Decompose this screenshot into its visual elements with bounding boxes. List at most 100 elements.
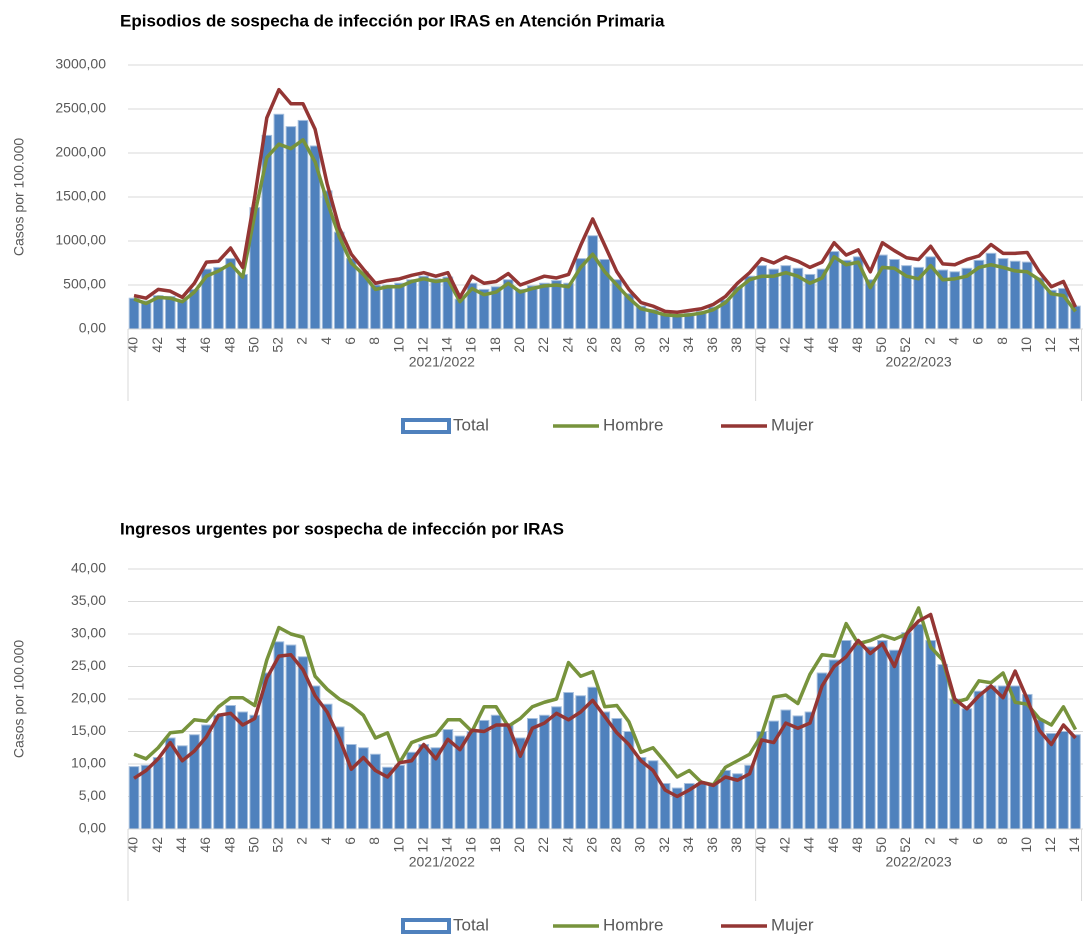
x-tick-label: 12 (1042, 337, 1058, 353)
bar (985, 685, 997, 830)
x-tick-label: 10 (390, 337, 406, 353)
x-tick-label: 4 (945, 837, 961, 845)
x-tick-label: 46 (197, 837, 213, 853)
x-tick-label: 12 (414, 337, 430, 353)
y-tick-label: 5,00 (79, 787, 106, 803)
chart-panel: Ingresos urgentes por sospecha de infecc… (11, 519, 1083, 934)
x-tick-label: 40 (125, 837, 141, 853)
y-tick-label: 10,00 (71, 755, 106, 771)
bar (889, 649, 900, 830)
bar (345, 258, 357, 330)
x-tick-label: 28 (608, 337, 624, 353)
x-tick-label: 48 (849, 837, 865, 853)
bar (563, 282, 574, 330)
y-tick-label: 0,00 (79, 820, 106, 836)
chart-title: Ingresos urgentes por sospecha de infecc… (120, 519, 564, 538)
bar (418, 744, 430, 830)
legend-label: Hombre (603, 415, 663, 434)
bar (1046, 732, 1057, 830)
x-tick-label: 38 (728, 837, 744, 853)
bar (164, 737, 176, 830)
bar (551, 706, 562, 830)
bar (213, 714, 224, 830)
bar (877, 640, 888, 830)
x-tick-label: 28 (608, 837, 624, 853)
x-tick-label: 16 (463, 837, 479, 853)
x-tick-label: 2 (921, 837, 937, 845)
x-tick-label: 2 (294, 837, 310, 845)
bar (961, 708, 973, 830)
bar (454, 298, 466, 330)
x-tick-label: 4 (318, 337, 334, 345)
x-tick-label: 8 (994, 337, 1010, 345)
bar (406, 279, 417, 330)
x-tick-label: 26 (583, 837, 599, 853)
chart-title: Episodios de sospecha de infección por I… (120, 11, 665, 30)
bar (394, 282, 405, 330)
bar (430, 278, 442, 330)
bar (949, 698, 961, 830)
line-series (133, 138, 1077, 318)
x-tick-label: 14 (1066, 837, 1082, 853)
y-axis-label: Casos por 100.000 (11, 138, 27, 257)
x-tick-label: 36 (704, 837, 720, 853)
x-tick-label: 4 (318, 837, 334, 845)
x-tick-label: 12 (1042, 837, 1058, 853)
y-tick-label: 20,00 (71, 690, 106, 706)
x-tick-label: 14 (439, 337, 455, 353)
bar (285, 644, 297, 830)
y-tick-label: 1000,00 (55, 232, 106, 248)
bar (1009, 685, 1021, 830)
x-tick-label: 16 (463, 337, 479, 353)
x-tick-label: 26 (583, 337, 599, 353)
bar (732, 773, 743, 830)
x-tick-label: 10 (1018, 337, 1034, 353)
bar (587, 235, 599, 330)
y-tick-label: 30,00 (71, 625, 106, 641)
y-axis-label: Casos por 100.000 (11, 640, 27, 759)
x-tick-label: 20 (511, 837, 527, 853)
group-label: 2021/2022 (409, 854, 475, 870)
x-tick-label: 44 (801, 837, 817, 853)
bar (599, 711, 611, 830)
x-tick-label: 48 (221, 337, 237, 353)
x-tick-label: 52 (897, 337, 913, 353)
bar (502, 724, 514, 830)
x-tick-label: 8 (994, 837, 1010, 845)
x-tick-label: 42 (777, 337, 793, 353)
x-tick-label: 10 (390, 837, 406, 853)
x-tick-label: 50 (873, 337, 889, 353)
x-tick-label: 42 (149, 837, 165, 853)
x-tick-label: 46 (825, 337, 841, 353)
x-tick-label: 44 (173, 337, 189, 353)
bar (840, 259, 852, 330)
bar (297, 119, 309, 330)
x-tick-label: 2 (294, 337, 310, 345)
x-tick-label: 18 (487, 837, 503, 853)
x-tick-label: 10 (1018, 837, 1034, 853)
bar (297, 656, 309, 830)
x-tick-label: 36 (704, 337, 720, 353)
bar (1021, 693, 1033, 830)
x-tick-label: 22 (535, 837, 551, 853)
x-tick-label: 50 (873, 837, 889, 853)
x-tick-label: 32 (656, 837, 672, 853)
bar (225, 705, 236, 830)
bar (213, 266, 224, 330)
x-tick-label: 50 (245, 837, 261, 853)
x-tick-label: 50 (245, 337, 261, 353)
bar (864, 646, 876, 830)
y-tick-label: 0,00 (79, 320, 106, 336)
x-tick-label: 24 (559, 337, 575, 353)
bar (140, 764, 152, 830)
bar (1046, 289, 1057, 330)
legend-label: Mujer (771, 415, 814, 434)
bar (901, 632, 912, 830)
y-tick-label: 25,00 (71, 657, 106, 673)
x-tick-label: 40 (752, 337, 768, 353)
x-tick-label: 6 (970, 337, 986, 345)
bar (563, 692, 574, 830)
bar (1070, 734, 1081, 830)
legend-label: Total (453, 415, 489, 434)
x-tick-label: 46 (197, 337, 213, 353)
